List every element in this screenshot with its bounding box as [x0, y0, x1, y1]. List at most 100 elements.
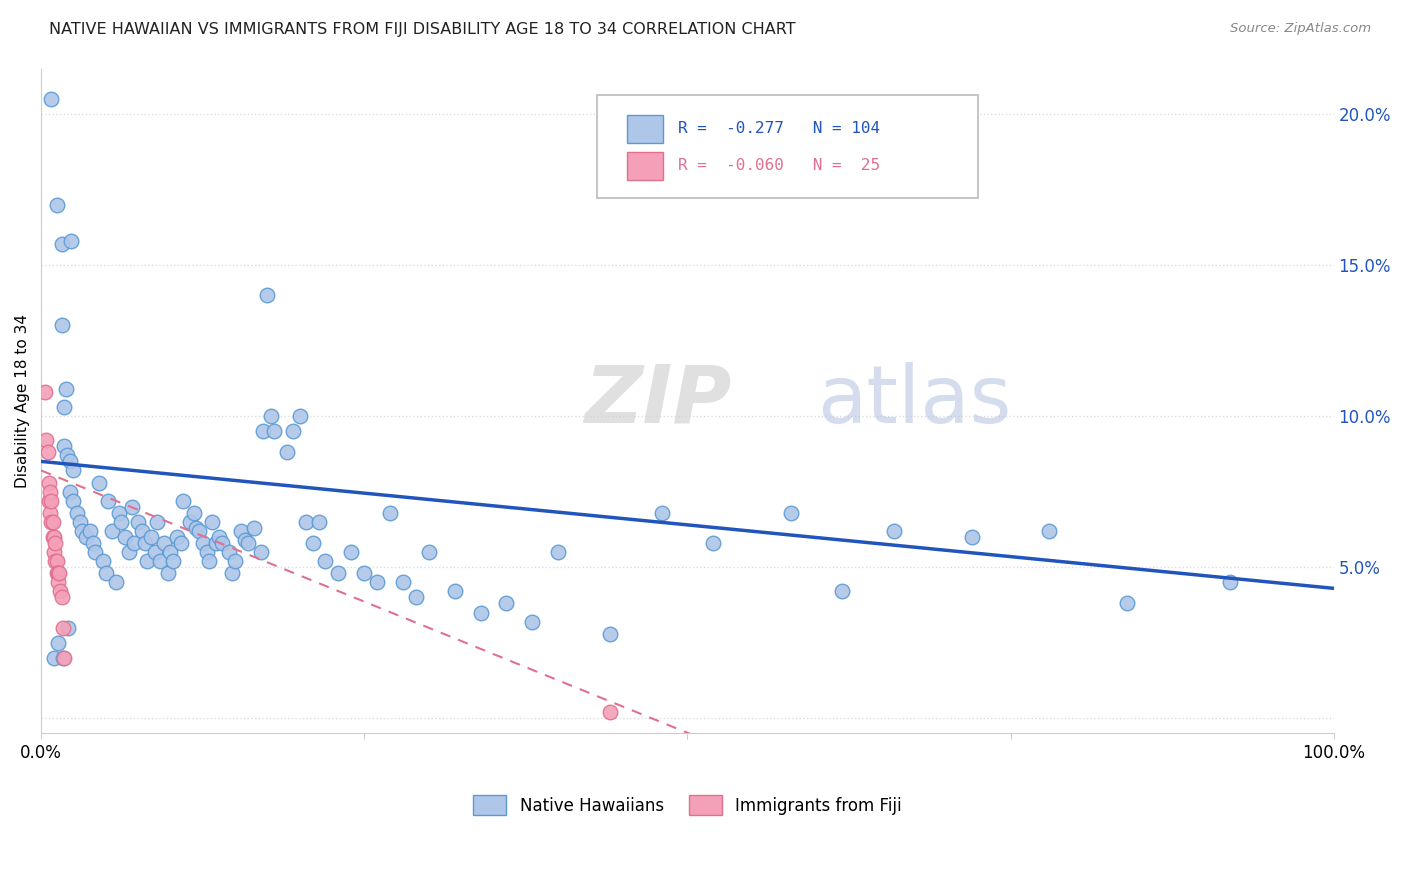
- Point: [44, 536, 66, 550]
- Point: [250, 545, 273, 559]
- Point: [198, 554, 221, 568]
- Point: [547, 545, 569, 559]
- Point: [139, 530, 162, 544]
- FancyBboxPatch shape: [598, 95, 979, 198]
- Point: [495, 597, 517, 611]
- FancyBboxPatch shape: [627, 153, 662, 180]
- Text: atlas: atlas: [817, 362, 1011, 440]
- Point: [187, 524, 209, 538]
- Point: [256, 288, 278, 302]
- Point: [186, 521, 208, 535]
- Point: [146, 515, 169, 529]
- Point: [136, 554, 159, 568]
- Point: [288, 409, 311, 423]
- Point: [599, 705, 621, 719]
- Point: [883, 524, 905, 538]
- Text: NATIVE HAWAIIAN VS IMMIGRANTS FROM FIJI DISABILITY AGE 18 TO 34 CORRELATION CHAR: NATIVE HAWAIIAN VS IMMIGRANTS FROM FIJI …: [49, 22, 796, 37]
- Point: [46, 566, 69, 581]
- Point: [38, 493, 60, 508]
- Point: [46, 575, 69, 590]
- Point: [118, 545, 141, 559]
- Point: [211, 536, 233, 550]
- Point: [53, 439, 76, 453]
- Point: [236, 536, 259, 550]
- Point: [366, 575, 388, 590]
- Point: [58, 454, 80, 468]
- Point: [779, 506, 801, 520]
- Point: [1115, 597, 1137, 611]
- Point: [224, 554, 246, 568]
- Point: [392, 575, 415, 590]
- Point: [69, 515, 91, 529]
- Point: [55, 382, 77, 396]
- Point: [218, 545, 240, 559]
- Point: [46, 636, 69, 650]
- Point: [110, 515, 132, 529]
- Point: [378, 506, 401, 520]
- Point: [153, 536, 176, 550]
- Point: [58, 484, 80, 499]
- Point: [191, 536, 214, 550]
- Point: [72, 524, 94, 538]
- Point: [156, 566, 179, 581]
- Point: [121, 500, 143, 514]
- Point: [134, 536, 156, 550]
- Point: [45, 566, 67, 581]
- Text: Source: ZipAtlas.com: Source: ZipAtlas.com: [1230, 22, 1371, 36]
- Point: [62, 463, 84, 477]
- Point: [314, 554, 336, 568]
- Point: [49, 584, 72, 599]
- Point: [51, 236, 73, 251]
- Point: [48, 566, 70, 581]
- Point: [42, 545, 65, 559]
- Point: [41, 515, 63, 529]
- Point: [418, 545, 440, 559]
- Point: [263, 424, 285, 438]
- Point: [172, 493, 194, 508]
- Point: [44, 554, 66, 568]
- Point: [1219, 575, 1241, 590]
- Point: [37, 445, 59, 459]
- Point: [204, 536, 226, 550]
- FancyBboxPatch shape: [627, 115, 662, 143]
- Point: [301, 536, 323, 550]
- Point: [45, 554, 67, 568]
- Point: [84, 545, 107, 559]
- Point: [283, 424, 305, 438]
- Point: [1038, 524, 1060, 538]
- Point: [58, 621, 80, 635]
- Point: [53, 400, 76, 414]
- Point: [56, 448, 79, 462]
- Point: [183, 506, 205, 520]
- Point: [143, 545, 166, 559]
- Point: [94, 566, 117, 581]
- Point: [470, 606, 492, 620]
- Point: [42, 650, 65, 665]
- Point: [166, 530, 188, 544]
- Point: [260, 409, 283, 423]
- Point: [38, 475, 60, 490]
- Point: [59, 234, 82, 248]
- Text: R =  -0.060   N =  25: R = -0.060 N = 25: [678, 158, 880, 173]
- Point: [208, 530, 231, 544]
- Point: [179, 515, 201, 529]
- Point: [353, 566, 375, 581]
- Point: [252, 424, 274, 438]
- Point: [41, 92, 63, 106]
- Point: [101, 524, 124, 538]
- Text: R =  -0.277   N = 104: R = -0.277 N = 104: [678, 120, 880, 136]
- Point: [170, 536, 193, 550]
- Point: [243, 521, 266, 535]
- Point: [159, 545, 181, 559]
- Point: [82, 536, 104, 550]
- Point: [52, 650, 75, 665]
- Point: [53, 650, 76, 665]
- Point: [308, 515, 330, 529]
- Point: [66, 506, 89, 520]
- Point: [114, 530, 136, 544]
- Point: [831, 584, 853, 599]
- Point: [162, 554, 184, 568]
- Point: [233, 533, 256, 547]
- Point: [231, 524, 253, 538]
- Point: [131, 524, 153, 538]
